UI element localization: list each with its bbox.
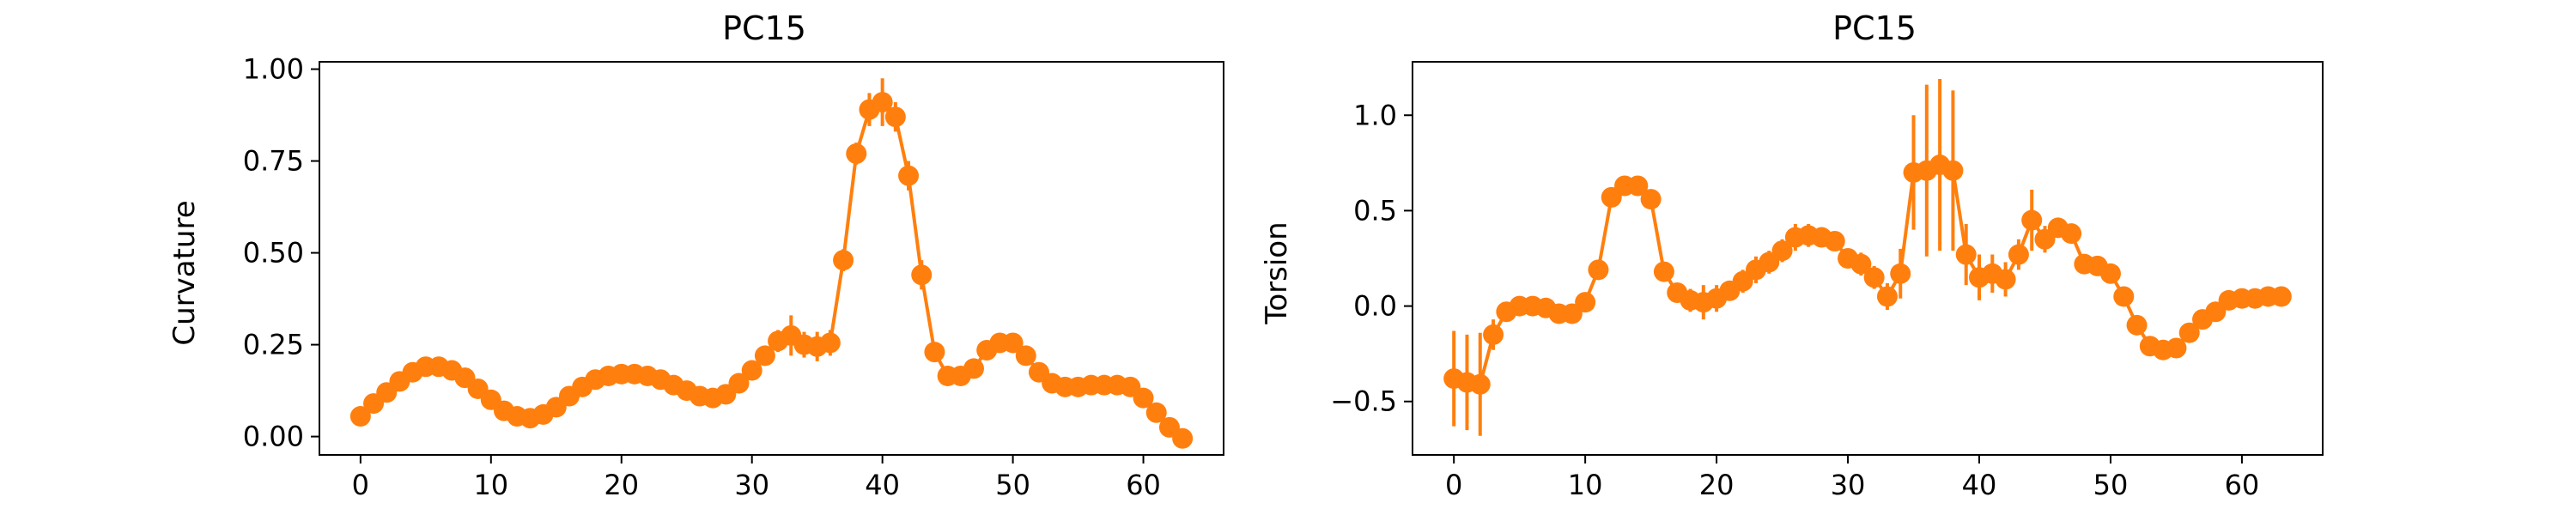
torsion-data-point [1653,261,1674,282]
curvature-data-point [1145,402,1167,423]
torsion-data-point [1588,259,1609,281]
curvature-x-tick-label: 50 [995,469,1030,501]
curvature-y-tick-label: 0.75 [243,145,304,178]
torsion-data-point [1824,230,1845,251]
torsion-data-point [1863,267,1885,288]
torsion-data-point [1850,253,1872,275]
torsion-data-point [1995,269,2016,290]
torsion-data-point [1876,286,1898,307]
curvature-chart-title: PC15 [722,9,806,47]
torsion-data-point [1955,244,1977,265]
curvature-data-point [833,250,854,271]
curvature-y-tick-label: 1.00 [243,53,304,86]
torsion-data-point [2113,286,2135,307]
curvature-x-tick-label: 0 [352,469,369,501]
curvature-data-point [1133,387,1154,409]
torsion-y-tick-label: 0.0 [1353,290,1397,323]
curvature-data-point [1002,332,1024,354]
curvature-y-tick-label: 0.00 [243,421,304,453]
torsion-x-tick-label: 30 [1831,469,1866,501]
torsion-x-tick-label: 60 [2225,469,2260,501]
curvature-axes-frame [319,61,1224,456]
curvature-data-point [819,332,841,354]
torsion-x-tick-label: 40 [1962,469,1997,501]
curvature-x-tick-label: 60 [1126,469,1161,501]
torsion-data-point [1627,175,1649,197]
torsion-x-tick-label: 20 [1699,469,1735,501]
torsion-data-point [2008,244,2029,265]
curvature-x-tick-label: 10 [473,469,508,501]
curvature-data-point [924,342,945,363]
curvature-y-tick-label: 0.25 [243,329,304,361]
torsion-data-point [1575,292,1596,313]
torsion-chart: PC15 Torsion 0 10 20 30 40 50 60 −0.5 0.0 0.5 1.0 [1260,9,2324,501]
curvature-chart: PC15 Curvature 0 10 20 30 40 50 60 0.00 0.25 0.50… [167,9,1224,501]
torsion-y-tick-label: −0.5 [1330,385,1397,418]
torsion-data-point [1890,263,1911,284]
torsion-data-point [2021,209,2043,231]
torsion-y-tick-label: 1.0 [1353,99,1397,131]
curvature-y-tick-label: 0.50 [243,237,304,270]
curvature-data-point [884,106,906,128]
torsion-data-point [2099,263,2121,284]
torsion-data-point [1771,240,1793,262]
curvature-x-tick-label: 30 [734,469,769,501]
torsion-axis-ticks: 0 10 20 30 40 50 60 −0.5 0.0 0.5 1.0 [1330,99,2259,501]
torsion-data-point [1483,324,1504,345]
torsion-axes-frame [1412,61,2324,456]
curvature-data-point [1015,345,1036,367]
torsion-x-tick-label: 50 [2093,469,2129,501]
torsion-data-point [2061,223,2082,245]
curvature-series [349,78,1194,449]
curvature-data-point [754,345,775,367]
curvature-x-tick-label: 20 [604,469,639,501]
curvature-y-axis-label: Curvature [167,200,202,345]
curvature-data-point [846,143,867,165]
curvature-data-point [963,358,985,379]
curvature-data-point [1172,427,1194,449]
curvature-data-point [741,360,762,381]
curvature-data-point [898,165,920,186]
curvature-data-point [911,264,933,286]
torsion-x-tick-label: 10 [1568,469,1603,501]
torsion-data-point [1942,160,1964,181]
curvature-x-tick-label: 40 [865,469,900,501]
curvature-data-point [872,92,893,113]
torsion-series [1443,79,2292,436]
torsion-y-tick-label: 0.5 [1353,194,1397,227]
torsion-data-point [2166,337,2187,359]
torsion-data-point [2178,322,2200,343]
torsion-data-point [1640,189,1662,210]
torsion-data-point [2270,286,2292,307]
torsion-data-point [2126,314,2148,336]
curvature-axis-ticks: 0 10 20 30 40 50 60 0.00 0.25 0.50 0.75 1.00 [243,53,1161,501]
torsion-data-point [1469,373,1491,395]
torsion-y-axis-label: Torsion [1260,221,1294,324]
curvature-data-point [349,406,371,427]
torsion-x-tick-label: 0 [1445,469,1462,501]
torsion-chart-title: PC15 [1832,9,1917,47]
curvature-data-point [728,373,750,394]
